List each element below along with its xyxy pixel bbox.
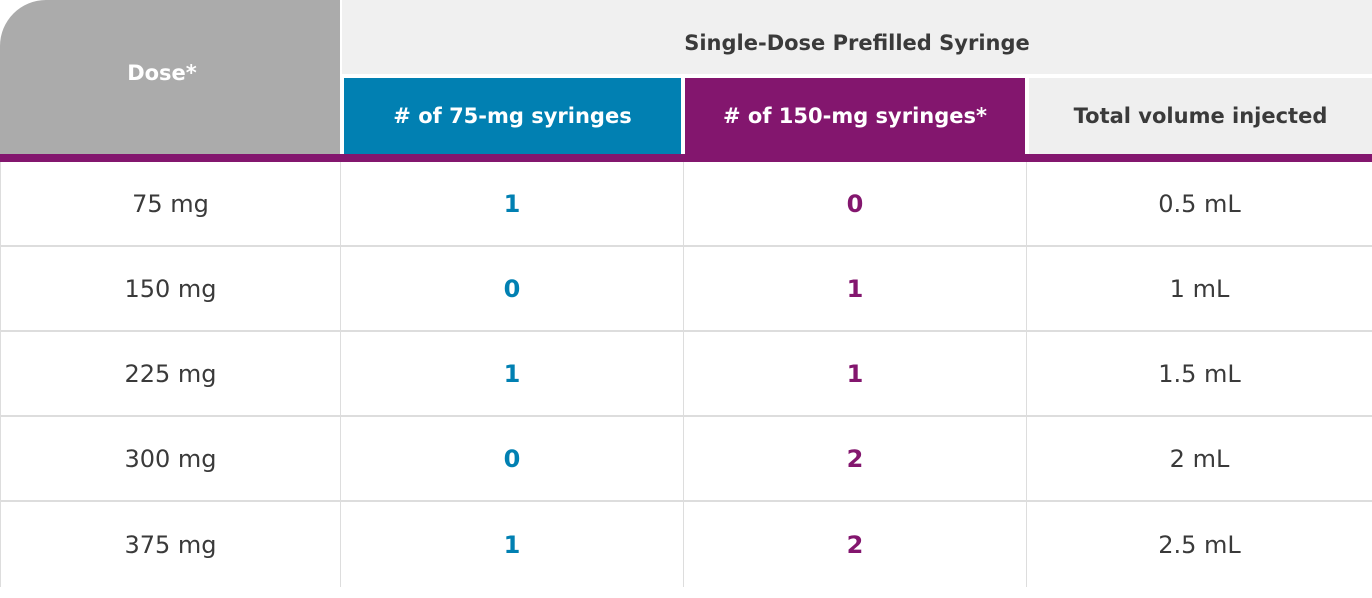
dose-cell: 300 mg	[0, 417, 341, 500]
dose-cell: 375 mg	[0, 502, 341, 587]
col-75mg-header: # of 75-mg syringes	[344, 78, 681, 154]
table-row: 225 mg 1 1 1.5 mL	[0, 332, 1372, 417]
table-body: 75 mg 1 0 0.5 mL 150 mg 0 1 1 mL 225 mg …	[0, 162, 1372, 587]
table-row: 150 mg 0 1 1 mL	[0, 247, 1372, 332]
dose-header-label: Dose*	[127, 61, 197, 85]
col-150mg-header: # of 150-mg syringes*	[685, 78, 1025, 154]
table-row: 300 mg 0 2 2 mL	[0, 417, 1372, 502]
dose-cell: 150 mg	[0, 247, 341, 330]
volume-cell: 2.5 mL	[1158, 530, 1241, 559]
dose-cell: 75 mg	[0, 162, 341, 245]
table-row: 375 mg 1 2 2.5 mL	[0, 502, 1372, 587]
count-150mg-cell: 1	[684, 332, 1027, 415]
count-75mg-cell: 0	[341, 417, 684, 500]
table-row: 75 mg 1 0 0.5 mL	[0, 162, 1372, 247]
volume-cell: 1 mL	[1169, 274, 1230, 303]
count-150mg-cell: 2	[684, 417, 1027, 500]
dose-column-header: Dose*	[0, 0, 340, 154]
count-75mg-cell: 1	[341, 162, 684, 245]
count-150mg-cell: 2	[684, 502, 1027, 587]
count-150mg-cell: 0	[684, 162, 1027, 245]
dose-cell: 225 mg	[0, 332, 341, 415]
volume-cell: 2 mL	[1169, 444, 1230, 473]
col-volume-header: Total volume injected	[1029, 78, 1372, 154]
syringe-group-header: Single-Dose Prefilled Syringe	[342, 0, 1372, 74]
count-150mg-cell: 1	[684, 247, 1027, 330]
count-75mg-cell: 0	[341, 247, 684, 330]
count-75mg-cell: 1	[341, 332, 684, 415]
volume-cell: 1.5 mL	[1158, 359, 1241, 388]
header-divider	[0, 154, 1372, 162]
volume-cell: 0.5 mL	[1158, 189, 1241, 218]
count-75mg-cell: 1	[341, 502, 684, 587]
